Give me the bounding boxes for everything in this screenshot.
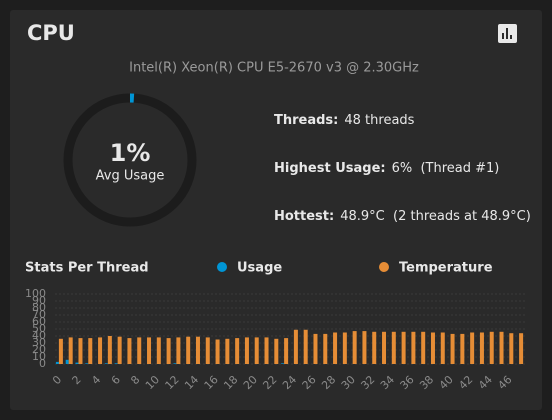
bar: [460, 333, 465, 364]
y-tick-label: 80: [32, 301, 46, 314]
bar: [401, 331, 406, 364]
bar: [421, 331, 426, 364]
chart-icon-button[interactable]: [498, 24, 517, 43]
stat-label: Threads:: [274, 113, 338, 128]
bar: [440, 332, 445, 364]
bar: [450, 333, 455, 364]
legend-label: Usage: [237, 261, 282, 276]
bar: [333, 332, 338, 364]
bar: [107, 336, 112, 364]
bar: [323, 333, 328, 364]
stat: Hottest: 48.9°C (2 threads at 48.9°C): [274, 209, 531, 224]
bar: [85, 363, 89, 364]
bar: [382, 331, 387, 364]
legend-swatch: [379, 262, 389, 272]
cpu-model: Intel(R) Xeon(R) CPU E5-2670 v3 @ 2.30GH…: [129, 61, 419, 76]
bar: [489, 331, 494, 364]
stat-label: Highest Usage:: [274, 161, 386, 176]
stat: Threads: 48 threads: [274, 113, 415, 128]
bar: [147, 337, 152, 364]
stat-label: Hottest:: [274, 209, 334, 224]
bar: [127, 338, 132, 364]
bar: [342, 332, 347, 364]
bar: [156, 337, 161, 364]
bar: [470, 332, 475, 364]
y-tick-label: 20: [32, 343, 46, 356]
card: [10, 10, 542, 410]
y-tick-label: 100: [25, 287, 46, 300]
y-tick-label: 60: [32, 315, 46, 328]
bar: [215, 339, 220, 364]
y-tick-label: 70: [32, 308, 46, 321]
bar: [88, 338, 93, 364]
gauge-arc: [63, 93, 197, 227]
bar: [281, 363, 285, 364]
stat-value: 6% (Thread #1): [392, 161, 500, 176]
stat-value: 48 threads: [344, 113, 414, 128]
bar: [114, 363, 118, 364]
bar: [55, 361, 59, 364]
bar: [195, 336, 200, 364]
bar: [362, 331, 367, 364]
legend-swatch: [217, 262, 227, 272]
bar: [235, 338, 240, 364]
y-tick-label: 30: [32, 336, 46, 349]
bar: [186, 336, 191, 364]
bar: [519, 333, 524, 364]
bar: [65, 359, 69, 364]
bar: [68, 337, 73, 364]
bar: [254, 337, 259, 364]
y-tick-label: 40: [32, 329, 46, 342]
bar: [176, 337, 181, 364]
bar: [303, 329, 308, 364]
bar: [293, 329, 298, 364]
bar: [78, 338, 83, 364]
bar: [137, 337, 142, 364]
bar: [391, 331, 396, 364]
bar: [284, 338, 289, 364]
bar: [173, 363, 177, 364]
widget-title: CPU: [27, 21, 75, 45]
bar: [509, 333, 514, 364]
bar: [225, 338, 230, 364]
y-tick-label: 0: [39, 357, 46, 370]
bar: [205, 337, 210, 364]
y-tick-label: 50: [32, 322, 46, 335]
bar: [117, 336, 122, 364]
bar: [479, 332, 484, 364]
bar: [372, 331, 377, 364]
bar: [264, 337, 269, 364]
bar: [352, 331, 357, 364]
bar: [411, 331, 416, 364]
stat: Highest Usage: 6% (Thread #1): [274, 161, 499, 176]
bar: [313, 333, 318, 364]
bar: [430, 332, 435, 364]
bar: [104, 363, 108, 364]
y-tick-label: 10: [32, 350, 46, 363]
bar: [75, 362, 79, 364]
chart-title: Stats Per Thread: [25, 261, 149, 276]
bar: [58, 338, 63, 364]
gauge-label: Avg Usage: [96, 169, 165, 184]
bar: [244, 337, 249, 364]
y-tick-label: 90: [32, 294, 46, 307]
stat-value: 48.9°C (2 threads at 48.9°C): [340, 209, 531, 224]
bar: [499, 331, 504, 364]
bar: [274, 338, 279, 364]
legend-label: Temperature: [399, 261, 493, 276]
gauge-value: 1%: [110, 139, 151, 167]
bar: [98, 337, 103, 364]
bar: [166, 338, 171, 364]
